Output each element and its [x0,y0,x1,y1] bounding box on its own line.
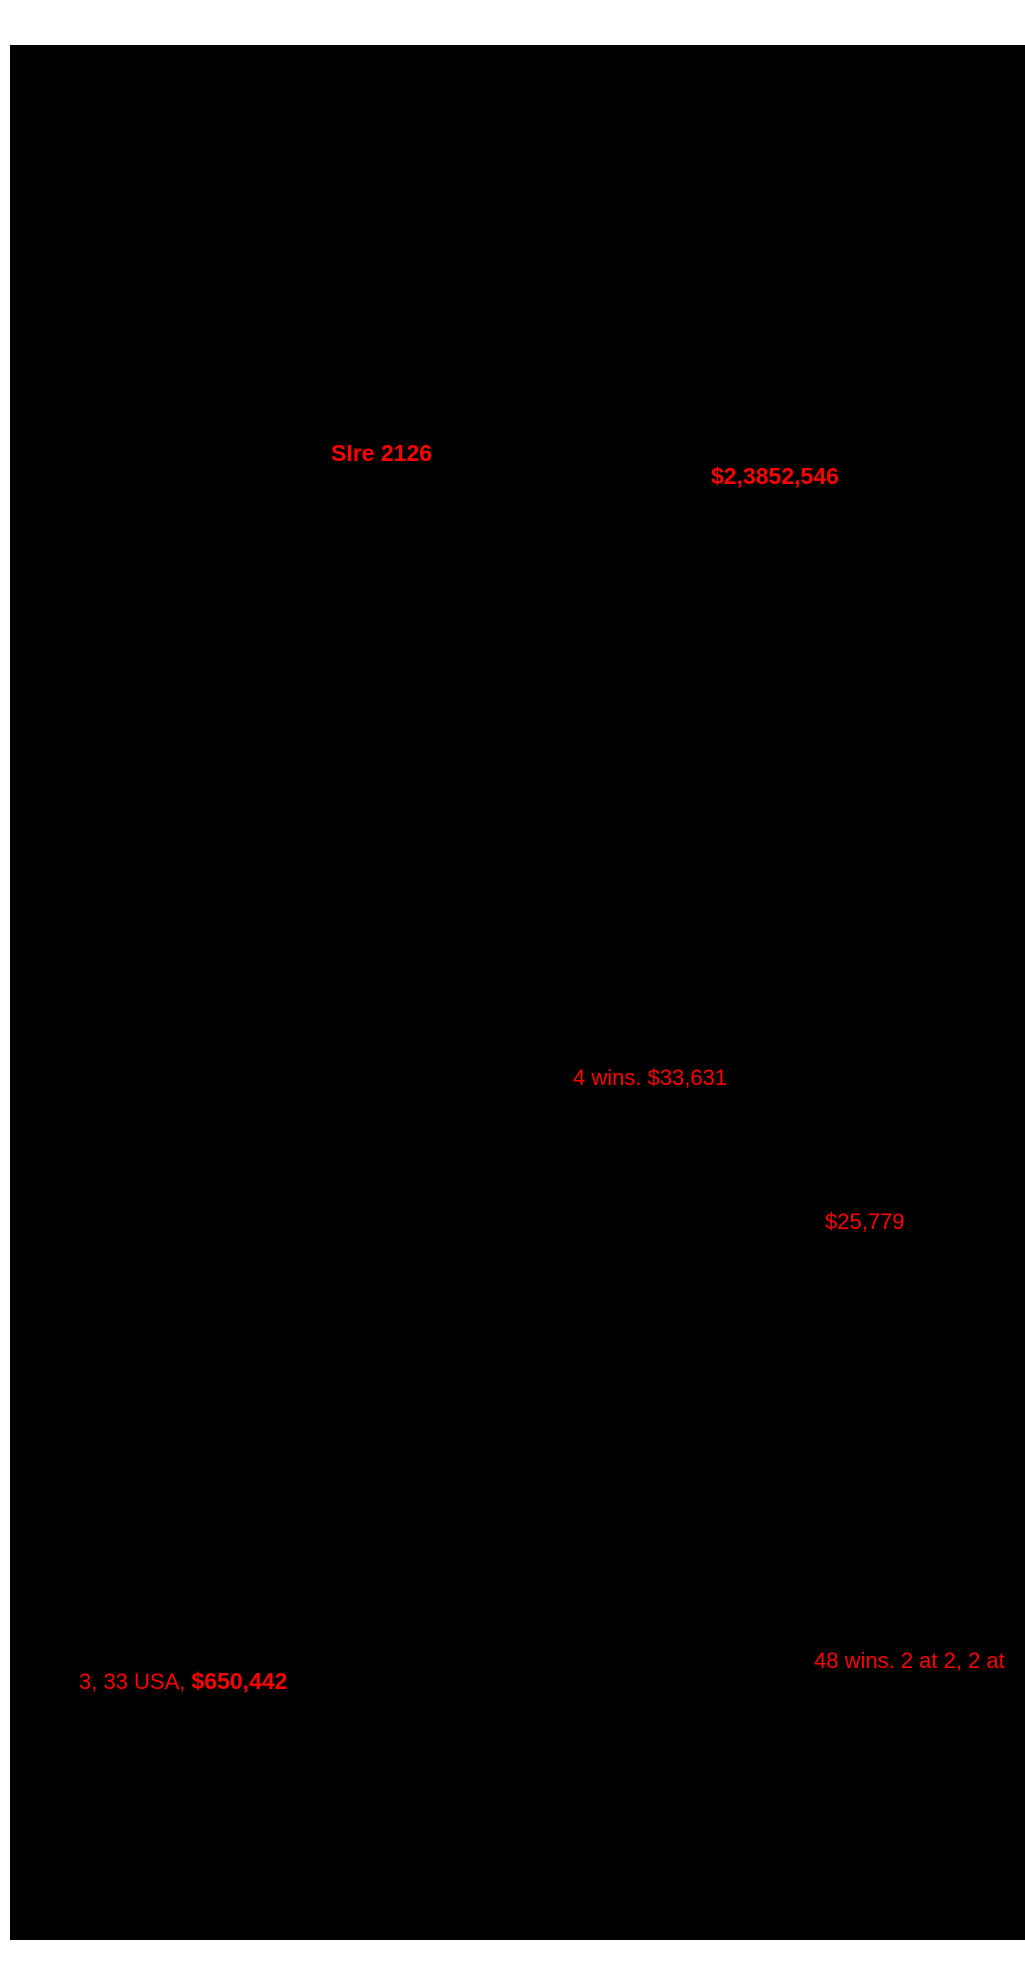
race-record-line-1: 48 wins. 2 at 2, 2 at [814,1648,1005,1673]
sire-heading: SIre 2126 [331,440,433,466]
race-record-line-2-prefix: 3, 33 USA, [79,1669,192,1694]
race-record-line-2-amount: $650,442 [191,1668,288,1694]
total-earnings: $2,3852,546 [711,463,839,489]
race-record-line-2: 3, 33 USA, $650,442 [79,1670,287,1693]
black-sheet-background [10,45,1025,1940]
wins-earnings-line: 4 wins. $33,631 [573,1065,728,1090]
secondary-earnings: $25,779 [825,1209,905,1234]
